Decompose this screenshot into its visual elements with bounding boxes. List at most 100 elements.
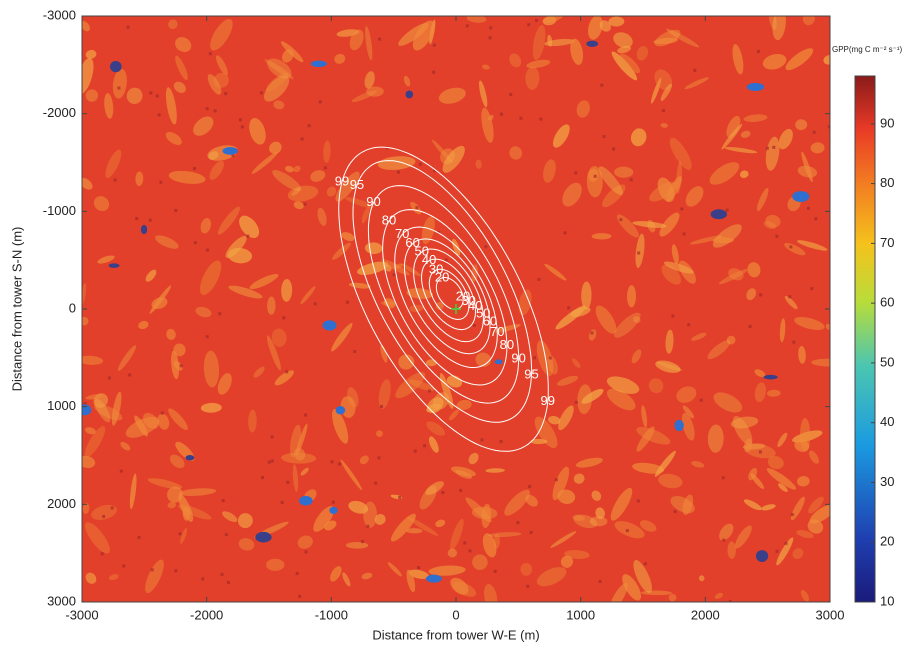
map-patch — [635, 233, 645, 269]
map-patch — [387, 562, 402, 577]
map-patch — [481, 107, 494, 143]
map-patch — [654, 450, 676, 477]
y-tick-label: 3000 — [47, 593, 76, 608]
map-low-spot — [109, 61, 122, 73]
map-patch — [595, 507, 605, 520]
map-patch — [378, 379, 391, 409]
map-speck — [519, 116, 523, 120]
map-patch — [215, 55, 228, 76]
map-patch — [293, 165, 301, 173]
map-patch — [689, 235, 723, 245]
map-patch — [792, 430, 823, 443]
map-patch — [210, 18, 233, 51]
map-speck — [784, 541, 788, 545]
map-patch — [778, 483, 788, 492]
map-speck — [539, 117, 543, 121]
map-patch — [111, 391, 122, 426]
map-patch — [237, 513, 253, 529]
map-patch — [426, 421, 446, 436]
contour-label: 99 — [540, 393, 554, 408]
map-patch — [84, 522, 110, 554]
map-patch — [94, 398, 111, 423]
map-speck — [231, 153, 235, 157]
map-patch — [239, 215, 260, 238]
map-speck — [417, 566, 421, 570]
map-speck — [598, 579, 602, 583]
map-patch — [425, 481, 445, 495]
map-speck — [100, 552, 104, 556]
map-patch — [610, 487, 633, 521]
map-speck — [318, 100, 322, 104]
map-speck — [499, 440, 503, 444]
map-speck — [345, 300, 349, 304]
contour-label: 40 — [422, 252, 436, 267]
map-patch — [266, 335, 281, 371]
map-patch — [217, 206, 240, 235]
map-speck — [259, 91, 263, 95]
map-patch — [175, 37, 192, 53]
map-patch — [347, 387, 359, 408]
map-patch — [251, 151, 278, 174]
map-patch — [167, 501, 177, 509]
map-low-spot — [222, 147, 238, 155]
map-patch — [323, 140, 331, 163]
map-patch — [248, 409, 257, 433]
map-patch — [509, 146, 523, 160]
map-speck — [193, 241, 197, 245]
map-patch — [426, 403, 441, 413]
map-patch — [619, 53, 641, 74]
map-patch — [614, 166, 634, 178]
map-speck — [208, 52, 212, 56]
map-patch — [300, 286, 316, 305]
map-patch — [768, 16, 777, 30]
map-patch — [801, 151, 813, 183]
map-patch — [709, 162, 740, 185]
map-patch — [287, 185, 319, 202]
map-speck — [361, 540, 365, 544]
map-patch — [682, 405, 695, 419]
map-speck — [722, 538, 726, 542]
map-speck — [117, 86, 121, 90]
map-speck — [671, 314, 675, 318]
map-patch — [178, 504, 212, 520]
map-speck — [758, 450, 762, 454]
map-low-spot — [322, 320, 337, 331]
map-patch — [173, 81, 186, 93]
map-speck — [413, 449, 417, 453]
map-speck — [590, 331, 594, 335]
map-patch — [713, 392, 743, 413]
map-speck — [432, 43, 436, 47]
map-patch — [654, 69, 673, 91]
map-patch — [797, 476, 810, 487]
y-axis-label: Distance from tower S-N (m) — [9, 227, 24, 392]
map-patch — [543, 159, 556, 183]
map-patch — [707, 424, 724, 453]
map-patch — [400, 263, 422, 277]
map-patch — [193, 116, 214, 136]
map-patch — [175, 55, 188, 81]
map-patch — [636, 427, 671, 445]
map-speck — [629, 178, 633, 182]
map-patch — [450, 466, 476, 477]
map-speck — [463, 541, 467, 545]
map-patch — [556, 375, 579, 386]
map-speck — [313, 302, 317, 306]
map-patch — [452, 581, 477, 597]
map-patch — [200, 218, 212, 234]
map-patch — [200, 402, 222, 413]
map-patch — [408, 569, 429, 579]
map-patch — [509, 53, 522, 68]
map-speck — [374, 481, 378, 485]
contour-label: 40 — [468, 298, 482, 313]
map-speck — [331, 500, 335, 504]
map-speck — [563, 231, 567, 235]
map-speck — [765, 146, 769, 150]
map-patch — [796, 240, 828, 251]
map-speck — [192, 167, 196, 171]
map-patch — [636, 46, 649, 61]
contour-label: 30 — [429, 262, 443, 277]
map-patch — [802, 16, 815, 26]
map-patch — [465, 497, 492, 523]
map-patch — [450, 577, 469, 595]
map-speck — [528, 485, 532, 489]
